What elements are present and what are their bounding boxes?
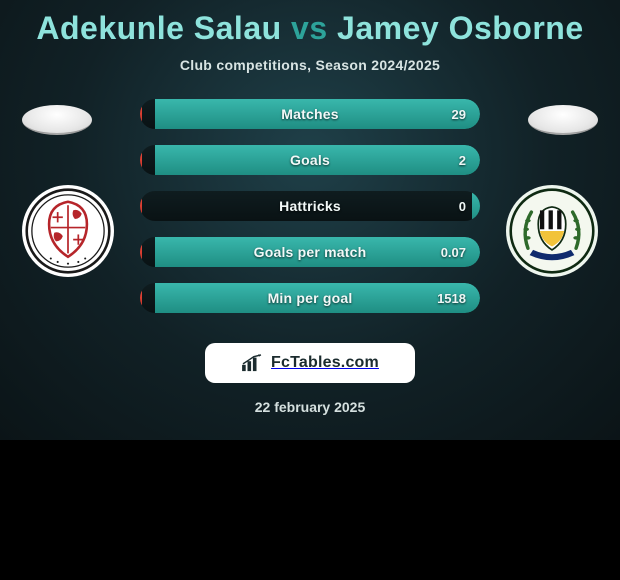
stat-row: 0Hattricks <box>140 191 480 221</box>
vs-text: vs <box>291 10 328 46</box>
stat-row: 2Goals <box>140 145 480 175</box>
stat-label: Goals per match <box>140 237 480 267</box>
player2-name: Jamey Osborne <box>337 10 584 46</box>
woking-fc-crest-icon <box>25 188 111 274</box>
stat-row: 29Matches <box>140 99 480 129</box>
player1-photo-placeholder <box>22 105 92 135</box>
stat-rows: 29Matches 2Goals 0Hattricks 0.07Goals per m… <box>140 99 480 313</box>
stat-label: Goals <box>140 145 480 175</box>
brand-bars-icon <box>241 354 263 372</box>
player2-photo-placeholder <box>528 105 598 135</box>
stat-label: Matches <box>140 99 480 129</box>
stat-label: Hattricks <box>140 191 480 221</box>
stat-row: 1518Min per goal <box>140 283 480 313</box>
below-card-black <box>0 440 620 580</box>
season-subtitle: Club competitions, Season 2024/2025 <box>0 57 620 73</box>
brand-text: FcTables.com <box>271 354 379 372</box>
player2-club-crest <box>506 185 598 277</box>
comparison-date: 22 february 2025 <box>0 399 620 415</box>
player1-club-crest <box>22 185 114 277</box>
stat-label: Min per goal <box>140 283 480 313</box>
stat-row: 0.07Goals per match <box>140 237 480 267</box>
solihull-moors-fc-crest-icon <box>509 188 595 274</box>
stats-arena: 29Matches 2Goals 0Hattricks 0.07Goals per m… <box>0 101 620 325</box>
comparison-card: Adekunle Salau vs Jamey Osborne Club com… <box>0 0 620 440</box>
player1-name: Adekunle Salau <box>36 10 281 46</box>
brand-link[interactable]: FcTables.com <box>205 343 415 383</box>
page-title: Adekunle Salau vs Jamey Osborne <box>0 0 620 47</box>
